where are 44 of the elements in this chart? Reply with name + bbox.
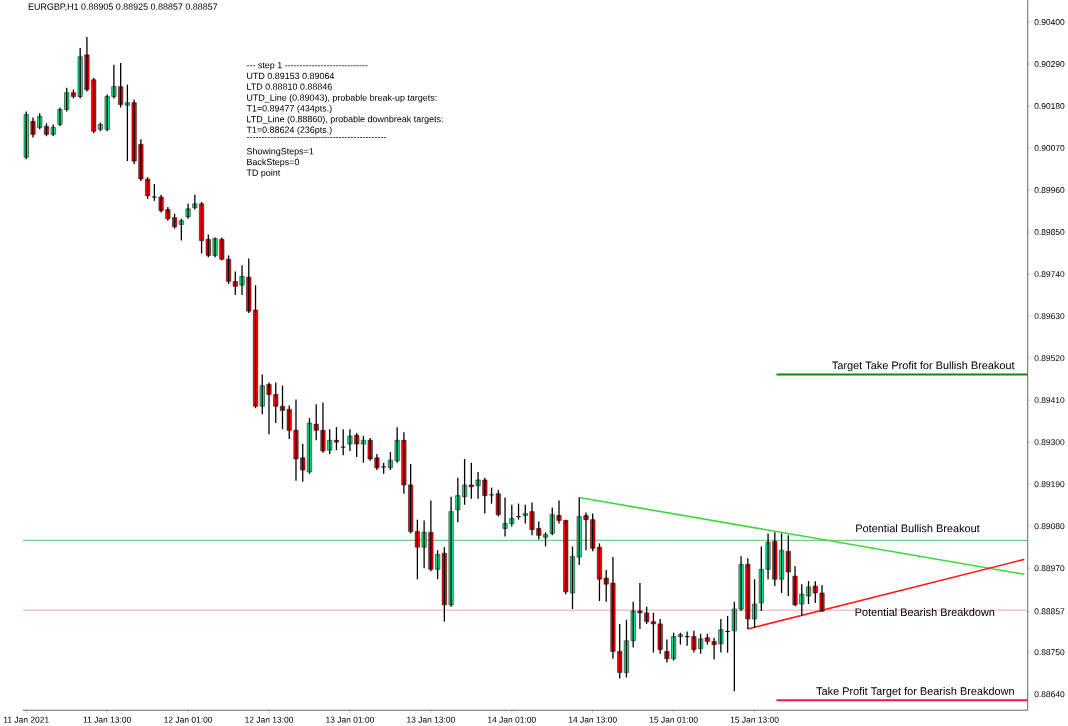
annotation: -----------------------------------------------	[246, 137, 386, 138]
candlestick	[340, 428, 346, 456]
annotation: --- step 1 ----------------------------	[246, 62, 368, 71]
y-tick-label: 0.88970	[1034, 565, 1065, 572]
x-tick-label: 11 Jan 2021	[3, 716, 49, 723]
ref-line-label: Target Take Profit for Bullish Breakout	[832, 361, 1015, 372]
series-label: Potential Bearish Breakdown	[855, 608, 995, 617]
y-tick-label: 0.89080	[1034, 523, 1065, 530]
y-tick-label: 0.88750	[1034, 649, 1065, 656]
annotation: TD point	[246, 169, 281, 178]
ref-line-label: Take Profit Target for Bearish Breakdown	[816, 686, 1014, 698]
x-tick-label: 15 Jan 01:00	[649, 716, 698, 723]
x-tick-label: 14 Jan 01:00	[488, 716, 536, 723]
x-tick-label: 14 Jan 13:00	[568, 716, 617, 723]
x-tick-label: 12 Jan 13:00	[245, 716, 294, 723]
x-tick-label: 15 Jan 13:00	[730, 716, 779, 723]
y-tick-label: 0.89520	[1034, 355, 1065, 362]
x-tick-label: 13 Jan 01:00	[326, 716, 374, 723]
y-tick-label: 0.89740	[1034, 271, 1065, 278]
y-tick-label: 0.89960	[1034, 187, 1065, 194]
annotation: LTD_Line (0.88860), probable downbreak targets:	[247, 115, 443, 124]
x-tick-label: 13 Jan 13:00	[407, 716, 455, 723]
annotation: UTD 0.89153 0.89064	[247, 72, 335, 80]
annotation: LTD 0.88810 0.88846	[247, 83, 332, 90]
y-tick-label: 0.89410	[1034, 397, 1065, 404]
annotation: T1=0.88624 (236pts.)	[246, 126, 332, 135]
series-label: Potential Bullish Breakout	[856, 524, 980, 533]
y-tick-label: 0.88857	[1034, 608, 1065, 615]
y-tick-label: 0.88640	[1034, 691, 1065, 698]
y-tick-label: 0.90290	[1034, 61, 1065, 68]
y-tick-label: 0.89630	[1034, 313, 1065, 320]
annotation: T1=0.89477 (434pts.)	[246, 104, 332, 114]
y-tick-label: 0.90180	[1034, 103, 1065, 110]
chart-title: EURGBP,H1 0.88905 0.88925 0.88857 0.88857	[28, 3, 218, 11]
annotation: UTD_Line (0.89043), probable break-up targets:	[247, 94, 437, 103]
y-tick-label: 0.89190	[1034, 481, 1065, 488]
annotation: ShowingSteps=1	[246, 147, 314, 157]
y-tick-label: 0.90400	[1034, 19, 1065, 26]
x-tick-label: 12 Jan 01:00	[164, 716, 213, 723]
y-tick-label: 0.89300	[1034, 439, 1065, 446]
annotation: BackSteps=0	[247, 158, 300, 167]
y-tick-label: 0.90070	[1034, 145, 1065, 152]
x-tick-label: 11 Jan 13:00	[83, 716, 131, 723]
y-tick-label: 0.89850	[1034, 229, 1065, 236]
